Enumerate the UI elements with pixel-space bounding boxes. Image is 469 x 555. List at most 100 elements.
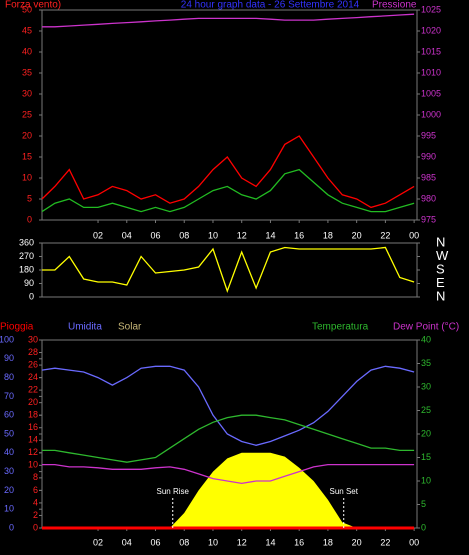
x-tick-label: 18 xyxy=(323,537,333,547)
x-tick-label: 00 xyxy=(409,537,419,547)
y-tick-label: 35 xyxy=(22,67,32,77)
y-tick-label: 40 xyxy=(4,447,14,457)
y2-tick-label: 975 xyxy=(421,214,436,224)
legend-label: Umidita xyxy=(68,322,102,333)
y-tick-label: 20 xyxy=(22,130,32,140)
y2-tick-label: 1005 xyxy=(421,88,441,98)
y2-tick-label: 5 xyxy=(421,499,426,509)
y2-tick-label: 995 xyxy=(421,130,436,140)
y-tick-label: 10 xyxy=(22,172,32,182)
y3-tick-label: 30 xyxy=(28,334,38,344)
legend-label: Temperatura xyxy=(312,322,369,333)
y2-tick-label: 1020 xyxy=(421,25,441,35)
y2-tick-label: 25 xyxy=(421,405,431,415)
x-tick-label: 04 xyxy=(122,230,132,240)
y2-tick-label: N xyxy=(436,234,445,249)
x-tick-label: 10 xyxy=(208,230,218,240)
y3-tick-label: 14 xyxy=(28,435,38,445)
x-tick-label: 08 xyxy=(179,537,189,547)
line xyxy=(41,135,415,209)
y2-tick-label: 35 xyxy=(421,358,431,368)
y-tick-label: 180 xyxy=(19,264,34,274)
y-tick-label: 50 xyxy=(4,428,14,438)
y3-tick-label: 4 xyxy=(33,497,38,507)
annotation: Sun Rise xyxy=(157,487,190,496)
x-tick-label: 16 xyxy=(294,230,304,240)
legend-label: Solar xyxy=(118,322,142,333)
y-tick-label: 90 xyxy=(24,278,34,288)
y2-tick-label: E xyxy=(436,275,445,290)
y2-tick-label: 990 xyxy=(421,151,436,161)
x-tick-label: 14 xyxy=(265,537,275,547)
y3-tick-label: 10 xyxy=(28,460,38,470)
x-tick-label: 06 xyxy=(150,230,160,240)
y3-tick-label: 2 xyxy=(33,510,38,520)
x-tick-label: 12 xyxy=(237,537,247,547)
y-tick-label: 60 xyxy=(4,410,14,420)
y2-tick-label: 1015 xyxy=(421,46,441,56)
line xyxy=(41,168,415,213)
y2-tick-label: 20 xyxy=(421,428,431,438)
y3-tick-label: 6 xyxy=(33,485,38,495)
y3-tick-label: 24 xyxy=(28,372,38,382)
y3-tick-label: 22 xyxy=(28,385,38,395)
x-tick-label: 16 xyxy=(294,537,304,547)
x-tick-label: 00 xyxy=(409,230,419,240)
y-tick-label: 30 xyxy=(4,466,14,476)
chart-title: 24 hour graph data - 26 Settembre 2014 xyxy=(181,0,360,11)
legend-label: Dew Point (°C) xyxy=(393,322,459,333)
x-tick-label: 02 xyxy=(93,537,103,547)
y-tick-label: 30 xyxy=(22,88,32,98)
x-tick-label: 08 xyxy=(179,230,189,240)
x-tick-label: 02 xyxy=(93,230,103,240)
x-tick-label: 04 xyxy=(122,537,132,547)
y3-tick-label: 18 xyxy=(28,410,38,420)
y2-tick-label: S xyxy=(436,261,445,276)
x-tick-label: 06 xyxy=(150,537,160,547)
y-tick-label: 80 xyxy=(4,372,14,382)
y-tick-label: 25 xyxy=(22,109,32,119)
y-tick-label: 45 xyxy=(22,25,32,35)
y2-tick-label: W xyxy=(436,248,449,263)
x-tick-label: 20 xyxy=(352,230,362,240)
y-tick-label: 20 xyxy=(4,485,14,495)
y-tick-label: 50 xyxy=(22,4,32,14)
line xyxy=(42,13,415,28)
y-tick-label: 360 xyxy=(19,237,34,247)
y3-tick-label: 8 xyxy=(33,472,38,482)
y-tick-label: 70 xyxy=(4,391,14,401)
y2-tick-label: 980 xyxy=(421,193,436,203)
y-tick-label: 90 xyxy=(4,353,14,363)
y2-tick-label: N xyxy=(436,288,445,303)
x-tick-label: 22 xyxy=(380,230,390,240)
y-tick-label: 100 xyxy=(0,334,14,344)
line xyxy=(42,414,415,463)
y2-tick-label: 1010 xyxy=(421,67,441,77)
area xyxy=(42,452,415,528)
y2-tick-label: 40 xyxy=(421,334,431,344)
y2-tick-label: 985 xyxy=(421,172,436,182)
annotation: Sun Set xyxy=(329,487,358,496)
y2-axis-label: Pressione xyxy=(372,0,417,11)
x-tick-label: 20 xyxy=(352,537,362,547)
y2-tick-label: 30 xyxy=(421,381,431,391)
x-tick-label: 18 xyxy=(323,230,333,240)
line xyxy=(41,365,415,446)
y2-tick-label: 1025 xyxy=(421,4,441,14)
y-tick-label: 15 xyxy=(22,151,32,161)
legend-label: Pioggia xyxy=(0,322,34,333)
y2-tick-label: 1000 xyxy=(421,109,441,119)
y-tick-label: 40 xyxy=(22,46,32,56)
y-tick-label: 0 xyxy=(27,214,32,224)
y-tick-label: 270 xyxy=(19,251,34,261)
y-tick-label: 5 xyxy=(27,193,32,203)
line xyxy=(42,463,415,485)
x-tick-label: 12 xyxy=(237,230,247,240)
y3-tick-label: 28 xyxy=(28,347,38,357)
y-tick-label: 0 xyxy=(9,522,14,532)
line xyxy=(42,246,415,293)
x-tick-label: 22 xyxy=(380,537,390,547)
y2-tick-label: 10 xyxy=(421,475,431,485)
y3-tick-label: 16 xyxy=(28,422,38,432)
